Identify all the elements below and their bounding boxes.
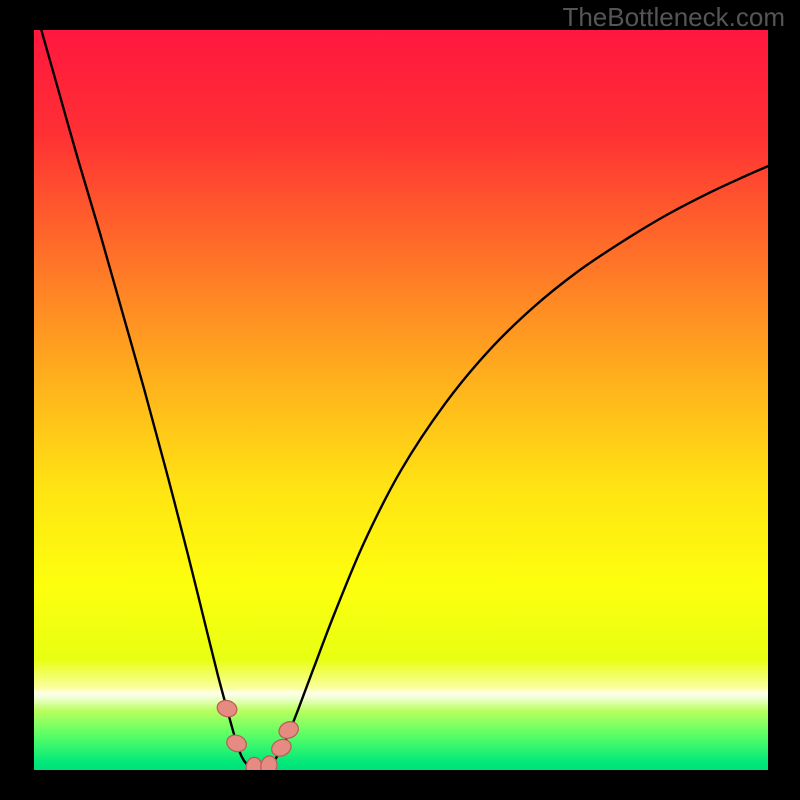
gradient-background [34,30,768,770]
chart-svg [34,30,768,770]
watermark-text: TheBottleneck.com [562,2,785,33]
plot-area [34,30,768,770]
chart-stage: TheBottleneck.com [0,0,800,800]
